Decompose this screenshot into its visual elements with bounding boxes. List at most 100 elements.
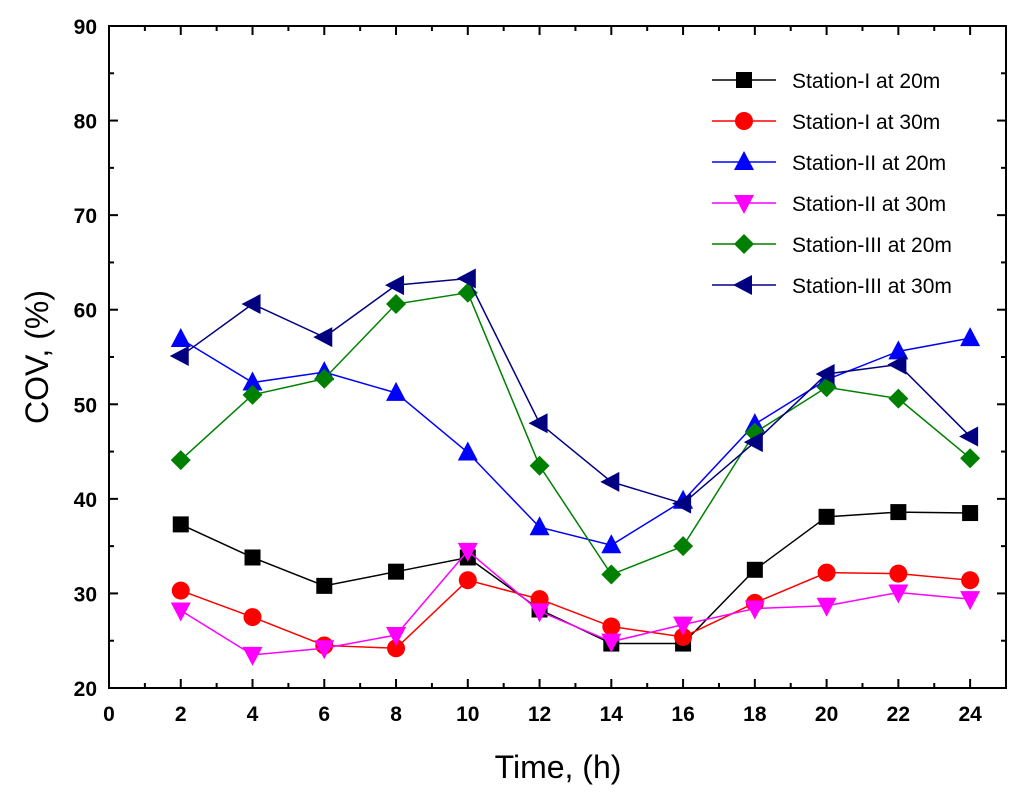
data-point bbox=[386, 381, 407, 401]
data-point bbox=[314, 640, 335, 660]
x-tick-label: 16 bbox=[671, 703, 694, 726]
data-point bbox=[890, 504, 907, 521]
x-tick-label: 0 bbox=[103, 703, 115, 726]
data-point bbox=[961, 571, 980, 590]
data-point bbox=[888, 584, 909, 604]
data-point bbox=[457, 441, 478, 461]
series-layer bbox=[169, 268, 981, 666]
legend-marker bbox=[736, 72, 752, 88]
data-point bbox=[385, 275, 405, 296]
legend-entry: Station-I at 30m bbox=[712, 111, 940, 134]
data-point bbox=[244, 549, 261, 566]
data-point bbox=[674, 627, 693, 646]
series-line bbox=[180, 337, 971, 547]
data-point bbox=[744, 413, 765, 433]
series-station-iii-at-30m bbox=[169, 268, 979, 514]
data-point bbox=[960, 327, 981, 347]
x-tick-label: 12 bbox=[528, 703, 551, 726]
data-point bbox=[817, 563, 836, 582]
y-tick-label: 80 bbox=[74, 111, 97, 134]
data-point bbox=[169, 346, 189, 367]
data-point bbox=[815, 364, 835, 385]
y-tick-label: 90 bbox=[74, 16, 97, 39]
data-point bbox=[170, 602, 191, 622]
legend-label: Station-II at 20m bbox=[792, 152, 946, 175]
x-tick-label: 14 bbox=[600, 703, 624, 726]
x-tick-label: 6 bbox=[318, 703, 330, 726]
legend-label: Station-I at 20m bbox=[792, 70, 940, 93]
legend-marker bbox=[733, 275, 752, 295]
y-tick-label: 60 bbox=[74, 300, 97, 323]
data-point bbox=[816, 597, 837, 617]
data-point bbox=[528, 413, 548, 434]
data-point bbox=[887, 354, 907, 375]
legend-marker bbox=[734, 234, 754, 254]
data-point bbox=[888, 340, 909, 360]
legend-label: Station-II at 30m bbox=[792, 193, 946, 216]
data-point bbox=[243, 608, 262, 627]
data-point bbox=[746, 561, 763, 578]
legend-entry: Station-III at 20m bbox=[712, 234, 952, 257]
x-tick-label: 22 bbox=[887, 703, 910, 726]
x-tick-label: 8 bbox=[390, 703, 402, 726]
x-tick-label: 18 bbox=[743, 703, 767, 726]
data-point bbox=[171, 581, 190, 600]
data-point bbox=[242, 646, 263, 666]
data-point bbox=[962, 505, 979, 522]
legend-entry: Station-II at 20m bbox=[712, 151, 946, 175]
data-point bbox=[673, 616, 694, 636]
legend: Station-I at 20m Station-I at 30m Station-… bbox=[712, 70, 952, 298]
y-tick-label: 70 bbox=[74, 205, 97, 228]
data-point bbox=[960, 448, 981, 469]
data-point bbox=[744, 600, 765, 620]
data-point bbox=[314, 368, 335, 389]
x-axis-title: Time, (h) bbox=[495, 749, 622, 785]
legend-marker bbox=[734, 195, 754, 214]
data-point bbox=[458, 571, 477, 590]
data-point bbox=[672, 493, 692, 514]
data-point bbox=[386, 627, 407, 647]
series-line bbox=[180, 291, 971, 576]
legend-marker bbox=[734, 151, 754, 170]
y-tick-label: 30 bbox=[74, 583, 97, 606]
data-point bbox=[960, 591, 981, 611]
series-line bbox=[180, 549, 971, 656]
y-tick-label: 40 bbox=[74, 489, 97, 512]
data-point bbox=[602, 617, 621, 636]
x-tick-label: 4 bbox=[247, 703, 259, 726]
data-point bbox=[959, 426, 979, 447]
data-point bbox=[388, 563, 405, 580]
legend-label: Station-III at 20m bbox=[792, 234, 952, 257]
data-point bbox=[170, 328, 191, 348]
data-point bbox=[386, 294, 407, 315]
x-tick-label: 10 bbox=[456, 703, 479, 726]
y-tick-label: 20 bbox=[74, 678, 97, 701]
data-point bbox=[387, 639, 406, 658]
data-point bbox=[456, 268, 476, 289]
x-tick-label: 24 bbox=[958, 703, 982, 726]
x-tick-label: 2 bbox=[175, 703, 187, 726]
data-point bbox=[673, 536, 694, 557]
x-tick-label: 20 bbox=[815, 703, 838, 726]
legend-marker bbox=[735, 112, 753, 130]
series-station-iii-at-20m bbox=[170, 282, 981, 585]
data-point bbox=[529, 516, 550, 536]
data-point bbox=[818, 508, 835, 525]
data-point bbox=[313, 327, 333, 348]
series-line bbox=[180, 511, 971, 645]
legend-entry: Station-II at 30m bbox=[712, 193, 946, 216]
data-point bbox=[242, 384, 263, 405]
data-point bbox=[241, 294, 261, 315]
y-axis-title: COV, (%) bbox=[19, 290, 55, 424]
data-point bbox=[316, 577, 333, 594]
data-point bbox=[172, 516, 189, 533]
legend-label: Station-I at 30m bbox=[792, 111, 940, 134]
y-tick-label: 50 bbox=[74, 394, 97, 417]
series-line bbox=[180, 571, 971, 650]
legend-entry: Station-I at 20m bbox=[712, 70, 940, 93]
legend-entry: Station-III at 30m bbox=[712, 275, 952, 298]
data-point bbox=[888, 388, 909, 409]
data-point bbox=[170, 450, 191, 471]
series-station-i-at-30m bbox=[171, 563, 980, 658]
